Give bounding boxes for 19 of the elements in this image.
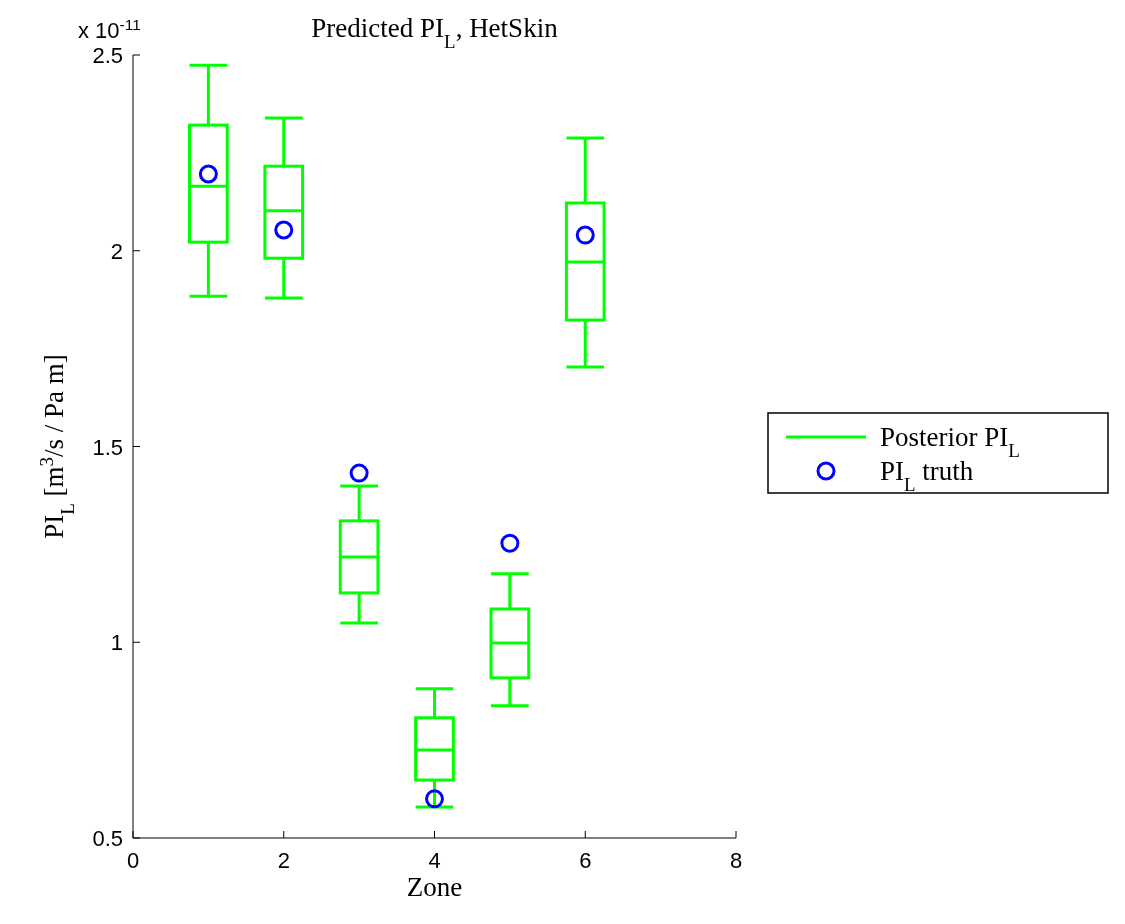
point xyxy=(198,164,218,184)
y-tick-label: 0.5 xyxy=(92,826,123,851)
x-tick-label: 4 xyxy=(428,848,441,873)
point xyxy=(349,463,369,483)
point xyxy=(575,225,595,245)
point xyxy=(500,533,520,553)
point xyxy=(425,789,444,809)
x-axis-title: Zone xyxy=(406,872,463,902)
x-tick-label: 8 xyxy=(729,848,743,873)
x-tick-label: 0 xyxy=(126,848,140,873)
y-tick-label: 2.5 xyxy=(92,43,123,68)
point xyxy=(274,220,294,240)
x-tick-label: 2 xyxy=(277,848,290,873)
chart-title: Predicted PI$_{L}$, HetSkin xyxy=(311,13,559,52)
x-tick-label: 6 xyxy=(579,848,592,873)
y-tick-label: 1 xyxy=(110,630,123,656)
y-tick-label: 1.5 xyxy=(92,434,123,460)
y-tick-label: 2 xyxy=(110,238,123,264)
text: x 10$^{-11}$ xyxy=(78,15,141,43)
